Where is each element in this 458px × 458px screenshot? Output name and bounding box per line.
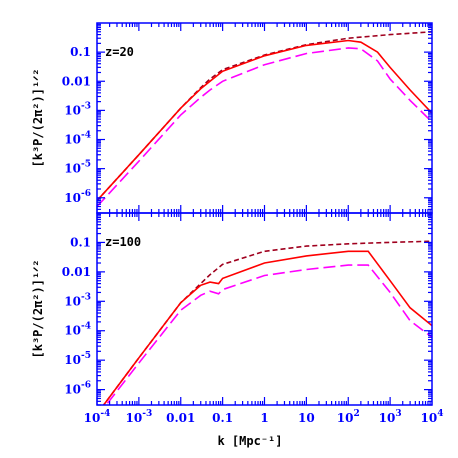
x-tick-label: 104 (421, 409, 444, 425)
x-tick-label-exponent: 4 (437, 409, 443, 419)
x-tick-label-base: 10 (337, 411, 354, 425)
x-tick-label-exponent: -4 (100, 409, 110, 419)
panel-1-ytick-label: 10-3 (64, 101, 91, 117)
panel-2-ytick-label-exponent: -6 (81, 381, 91, 391)
panel-2-series-short-dash (102, 240, 432, 405)
panel-2-ytick-label-exponent: -5 (81, 351, 91, 361)
x-tick-label-base: 10 (126, 411, 143, 425)
x-tick-label-exponent: -3 (142, 409, 152, 419)
panel-2-ytick-label: 10-5 (64, 351, 91, 367)
panel-2-ytick-label: 10-6 (64, 381, 91, 397)
x-axis-title: k [Mpc⁻¹] (217, 434, 282, 448)
panel-2-series-long-dash (105, 264, 432, 405)
panel-1-ytick-label: 10-6 (64, 189, 91, 205)
x-tick-label-base: 10 (421, 411, 438, 425)
panel-2: 0.10.0110-310-410-510-6z=100[k³P/(2π²)]¹… (31, 212, 433, 406)
x-tick-label: 10 (298, 411, 315, 425)
panel-2-series-solid (102, 250, 432, 405)
panel-1-ytick-label-base: 10 (64, 103, 81, 117)
x-tick-label-exponent: 2 (353, 409, 359, 419)
x-tick-label-base: 10 (379, 411, 396, 425)
panel-1-y-axis-title: [k³P/(2π²)]¹ᐟ² (31, 69, 45, 168)
x-tick-label-base: 1 (260, 411, 268, 425)
panel-1-label: z=20 (105, 45, 134, 59)
panel-2-ytick-label-base: 10 (64, 294, 81, 308)
panel-1-ytick-label-base: 0.1 (70, 45, 91, 59)
panel-1-ytick-label: 10-4 (64, 131, 91, 147)
panel-2-ytick-label: 10-3 (64, 292, 91, 308)
panel-1-ytick-label-exponent: -6 (81, 189, 91, 199)
x-tick-label-base: 0.01 (166, 411, 195, 425)
panel-2-ytick-label-exponent: -4 (81, 322, 91, 332)
x-tick-label-base: 0.1 (212, 411, 233, 425)
x-tick-label: 0.01 (166, 411, 195, 425)
x-tick-label: 103 (379, 409, 402, 425)
panel-1-ytick-label-base: 10 (64, 133, 81, 147)
x-tick-label: 10-4 (84, 409, 111, 425)
panel-2-ytick-label-exponent: -3 (81, 292, 91, 302)
panels-layer: 0.10.0110-310-410-510-6z=20[k³P/(2π²)]¹ᐟ… (31, 22, 444, 425)
x-tick-label: 0.1 (212, 411, 233, 425)
panel-2-ytick-label: 0.01 (62, 265, 91, 279)
panel-1-ytick-label: 0.01 (62, 74, 91, 88)
panel-1-ytick-label-base: 10 (64, 191, 81, 205)
panel-1-ytick-label: 0.1 (70, 45, 91, 59)
panel-1-ytick-label-exponent: -3 (81, 101, 91, 111)
panel-2-label: z=100 (105, 235, 141, 249)
x-tick-label-base: 10 (84, 411, 101, 425)
x-tick-label-base: 10 (298, 411, 315, 425)
x-tick-labels: 10-4 10-3 0.01 0.1 1 10 102 103 104 (84, 409, 444, 425)
panel-2-ytick-label-base: 10 (64, 383, 81, 397)
panel-2-ytick-label-base: 10 (64, 324, 81, 338)
panel-1-series-solid (97, 39, 432, 202)
panel-1-series-long-dash (97, 47, 432, 208)
panel-2-frame (96, 212, 433, 406)
panel-2-ytick-label: 10-4 (64, 322, 91, 338)
x-tick-label: 1 (260, 411, 268, 425)
panel-1: 0.10.0110-310-410-510-6z=20[k³P/(2π²)]¹ᐟ… (31, 22, 433, 214)
panel-2-ytick-label-base: 0.01 (62, 265, 91, 279)
panel-2-ytick-label-base: 0.1 (70, 235, 91, 249)
panel-1-ytick-label-exponent: -5 (81, 160, 91, 170)
panel-1-ytick-label-base: 10 (64, 162, 81, 176)
panel-1-ytick-label-exponent: -4 (81, 131, 91, 141)
panel-2-y-axis-title: [k³P/(2π²)]¹ᐟ² (31, 260, 45, 359)
x-tick-label: 102 (337, 409, 360, 425)
panel-1-ytick-label-base: 0.01 (62, 74, 91, 88)
panel-1-frame (96, 22, 433, 214)
panel-2-ytick-label: 0.1 (70, 235, 91, 249)
x-tick-label: 10-3 (126, 409, 153, 425)
x-tick-label-exponent: 3 (395, 409, 401, 419)
panel-2-ytick-label-base: 10 (64, 353, 81, 367)
panel-1-ytick-label: 10-5 (64, 160, 91, 176)
